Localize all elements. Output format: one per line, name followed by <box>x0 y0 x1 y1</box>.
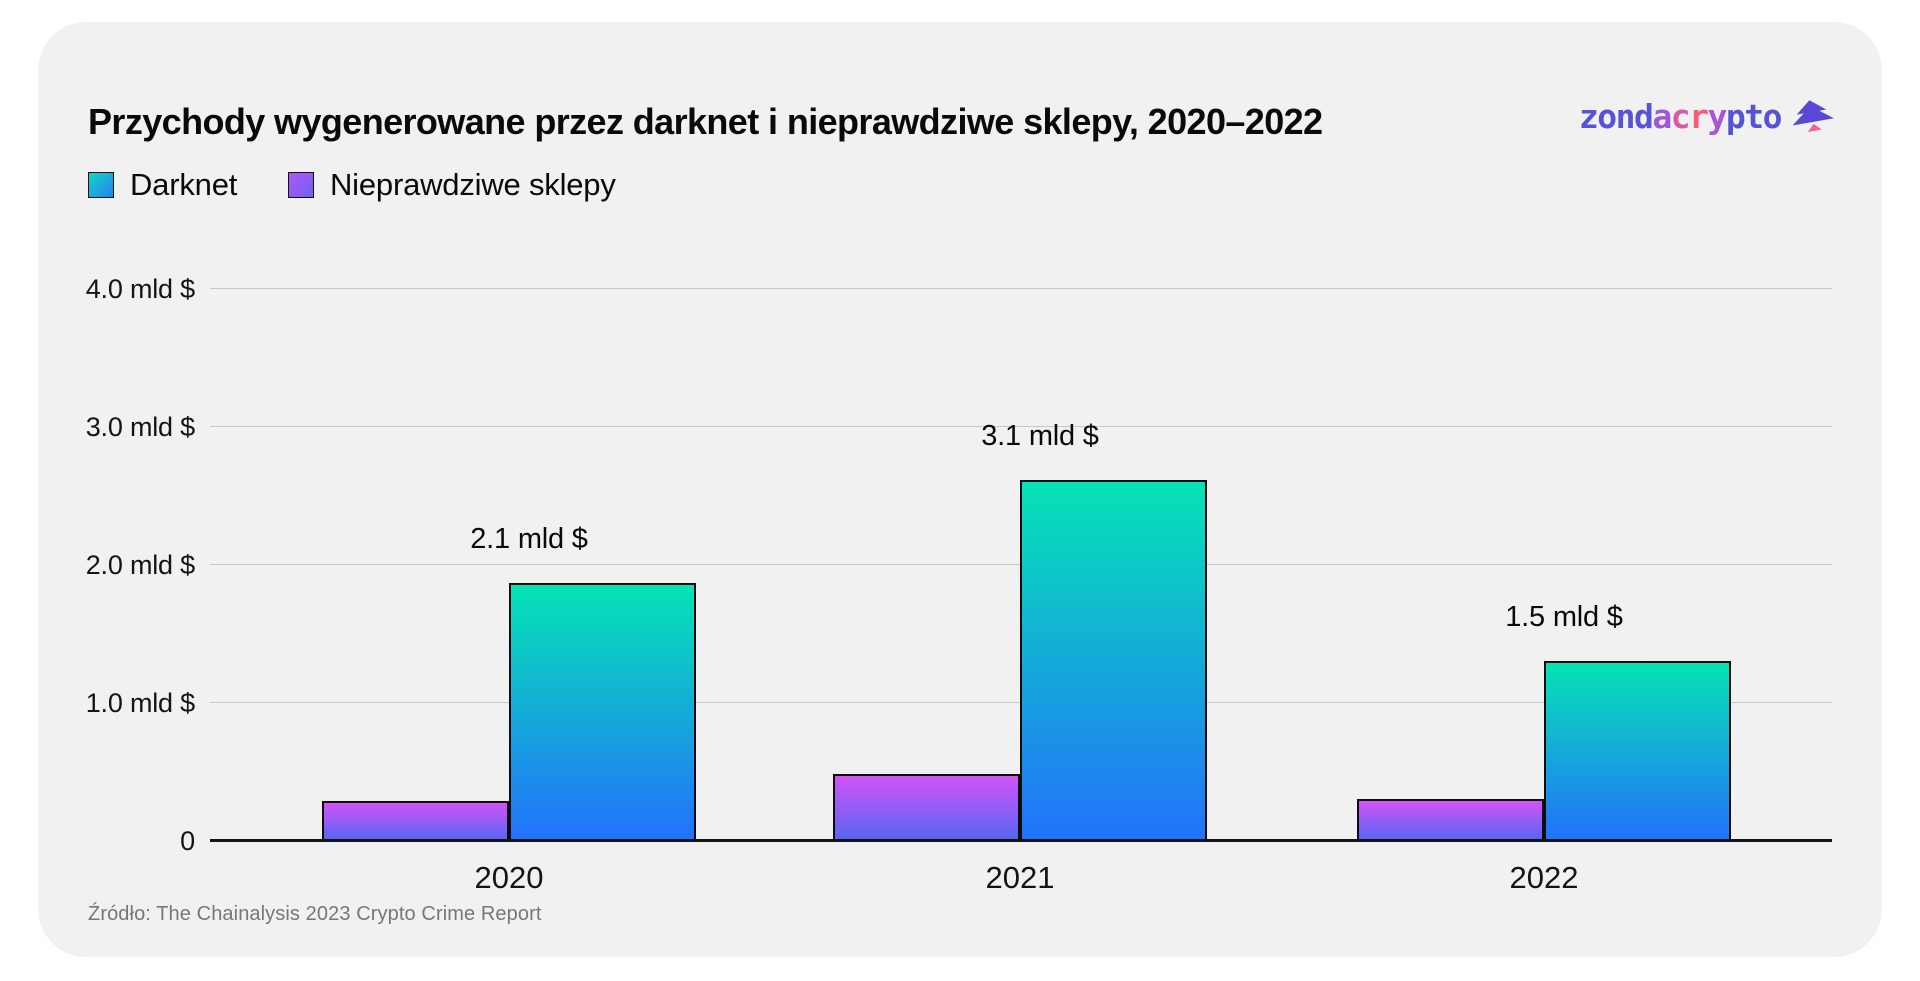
value-label-2020: 2.1 mld $ <box>470 523 588 555</box>
zondacrypto-logo: zondacrypto <box>1579 94 1836 138</box>
y-tick-label: 0 <box>180 826 195 856</box>
logo-letter-segment: zond <box>1578 96 1654 136</box>
zondacrypto-wordmark: zondacrypto <box>1578 96 1783 136</box>
gridline <box>210 426 1832 427</box>
source-note: Źródło: The Chainalysis 2023 Crypto Crim… <box>88 903 542 925</box>
logo-letter-segment: y <box>1707 96 1728 136</box>
gridline <box>210 288 1832 289</box>
fake-shops-bar-2021 <box>833 774 1020 841</box>
value-label-2021: 3.1 mld $ <box>981 420 1099 452</box>
fake-shops-swatch <box>288 172 314 198</box>
chart-title: Przychody wygenerowane przez darknet i n… <box>88 101 1323 142</box>
legend-label-fake-shops: Nieprawdziwe sklepy <box>330 167 616 202</box>
darknet-bar-2022 <box>1544 661 1731 841</box>
x-axis-line <box>210 839 1832 842</box>
x-category-label-2022: 2022 <box>1509 860 1579 895</box>
legend-label-darknet: Darknet <box>130 167 238 202</box>
darknet-bar-2021 <box>1020 480 1207 841</box>
value-label-2022: 1.5 mld $ <box>1505 601 1623 633</box>
y-tick-label: 3.0 mld $ <box>85 412 195 442</box>
darknet-bar-2020 <box>509 583 696 841</box>
x-category-label-2021: 2021 <box>985 860 1055 895</box>
spruce-tree-icon <box>1792 100 1834 132</box>
x-category-label-2020: 2020 <box>474 860 544 895</box>
logo-letter-segment: r <box>1689 96 1709 136</box>
darknet-swatch <box>88 172 114 198</box>
fake-shops-bar-2022 <box>1357 799 1544 841</box>
y-tick-label: 4.0 mld $ <box>85 274 195 304</box>
fake-shops-bar-2020 <box>322 801 509 841</box>
y-tick-label: 2.0 mld $ <box>85 550 195 580</box>
legend-item-darknet: Darknet <box>88 167 238 202</box>
logo-letter-segment: a <box>1652 96 1672 136</box>
logo-letter-segment: pto <box>1725 96 1783 136</box>
y-tick-label: 1.0 mld $ <box>85 688 195 718</box>
logo-letter-segment: c <box>1670 96 1691 136</box>
legend-item-fake-shops: Nieprawdziwe sklepy <box>288 167 616 202</box>
